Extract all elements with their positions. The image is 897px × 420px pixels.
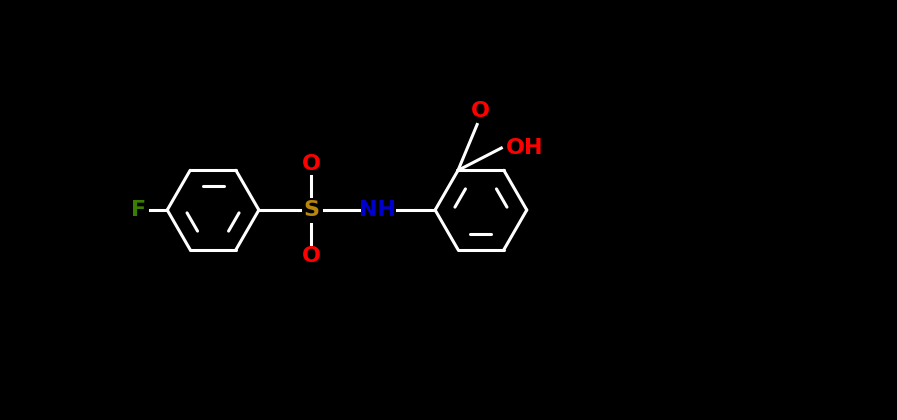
Text: OH: OH bbox=[506, 138, 544, 158]
Text: O: O bbox=[301, 246, 320, 266]
Text: F: F bbox=[131, 200, 146, 220]
Text: S: S bbox=[303, 200, 319, 220]
Text: O: O bbox=[471, 100, 490, 121]
Text: NH: NH bbox=[360, 200, 396, 220]
Text: O: O bbox=[301, 154, 320, 174]
